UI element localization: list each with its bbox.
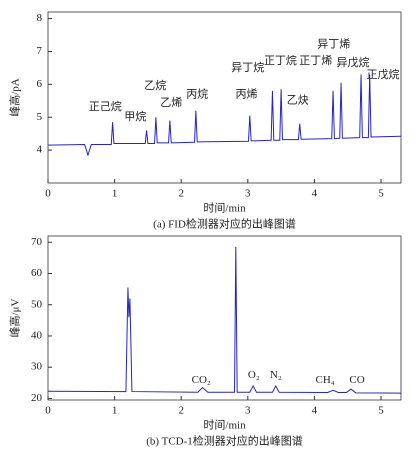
x-tick-label: 3 bbox=[245, 188, 251, 200]
x-tick-label: 2 bbox=[178, 405, 184, 417]
peak-label: 乙炔 bbox=[287, 93, 309, 106]
caption: (b) TCD-1检测器对应的出峰图谱 bbox=[146, 434, 303, 448]
peak-label: 正己烷 bbox=[89, 99, 122, 113]
y-tick-label: 40 bbox=[31, 329, 43, 341]
peak-label: CO₂ bbox=[192, 374, 211, 386]
peak-label: 乙烯 bbox=[160, 96, 182, 109]
y-tick-label: 50 bbox=[31, 298, 43, 310]
x-axis-label: 时间/min bbox=[203, 202, 246, 215]
peak-label: 正戊烷 bbox=[367, 67, 400, 81]
plot-frame-a bbox=[47, 11, 402, 184]
caption: (a) FID检测器对应的出峰图谱 bbox=[153, 217, 296, 231]
peak-label: CO bbox=[349, 374, 364, 386]
x-tick-label: 1 bbox=[112, 405, 118, 417]
x-tick-label: 0 bbox=[45, 188, 51, 200]
trace bbox=[47, 246, 402, 394]
x-tick-label: 4 bbox=[312, 405, 318, 417]
y-tick-label: 60 bbox=[31, 267, 43, 279]
peak-label: O₂ bbox=[248, 369, 260, 381]
y-tick-label: 8 bbox=[37, 12, 43, 24]
peak-label: N₂ bbox=[270, 369, 282, 381]
x-tick-label: 2 bbox=[178, 188, 184, 200]
y-tick-label: 4 bbox=[37, 144, 43, 156]
y-tick-label: 6 bbox=[37, 78, 43, 90]
y-tick-label: 5 bbox=[37, 111, 43, 123]
peak-label: 正丁烯 bbox=[299, 54, 332, 67]
peak-label: 异丁烷 bbox=[231, 60, 264, 74]
x-tick-label: 0 bbox=[45, 405, 51, 417]
trace bbox=[47, 74, 402, 157]
peak-label: 乙烷 bbox=[144, 78, 166, 92]
x-tick-label: 4 bbox=[312, 188, 318, 200]
peak-label: 丙烷 bbox=[186, 87, 208, 101]
y-tick-label: 20 bbox=[31, 392, 43, 404]
x-axis-label: 时间/min bbox=[203, 419, 246, 432]
peak-label: 丙烯 bbox=[235, 88, 257, 101]
peak-label: 正丁烷 bbox=[264, 53, 297, 67]
y-tick-label: 30 bbox=[31, 361, 43, 373]
x-tick-label: 1 bbox=[112, 188, 118, 200]
peak-label: 甲烷 bbox=[124, 109, 146, 123]
peak-label: 异丁烯 bbox=[317, 37, 350, 50]
peak-label: 异戊烷 bbox=[337, 55, 370, 69]
y-tick-label: 7 bbox=[37, 45, 43, 57]
y-tick-label: 70 bbox=[31, 236, 43, 248]
y-axis-label: 峰高/pA bbox=[8, 78, 22, 117]
plot-frame-b bbox=[47, 235, 402, 401]
x-tick-label: 5 bbox=[378, 188, 384, 200]
x-tick-label: 3 bbox=[245, 405, 251, 417]
peak-label: CH₄ bbox=[316, 374, 335, 386]
x-tick-label: 5 bbox=[378, 405, 384, 417]
y-axis-label: 峰高/μV bbox=[8, 298, 22, 337]
